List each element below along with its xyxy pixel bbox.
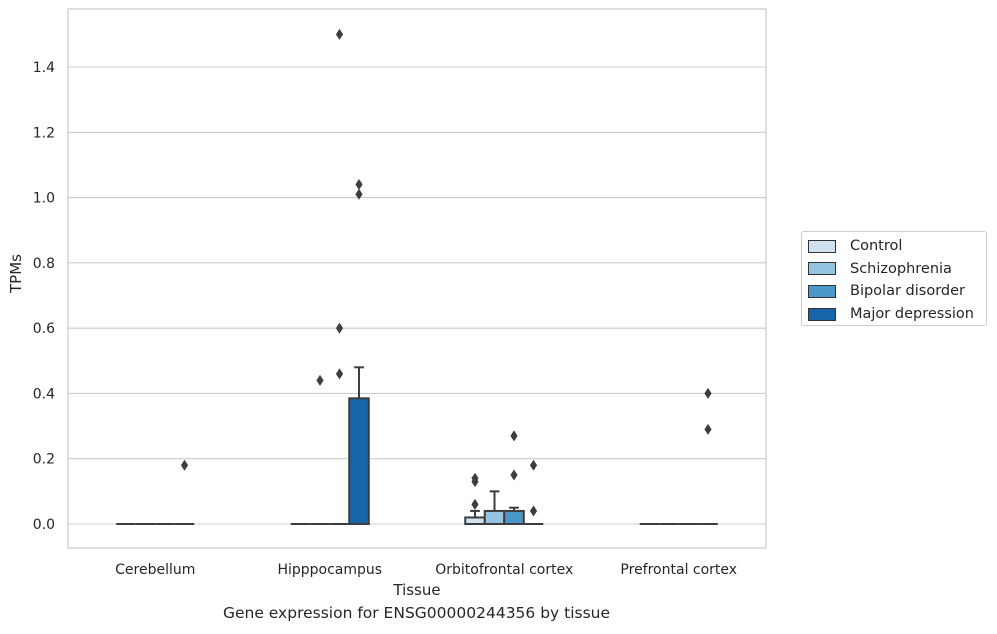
outlier-point [316, 374, 324, 386]
legend-label-bipolar-disorder: Bipolar disorder [850, 283, 965, 300]
box-rect [503, 509, 525, 526]
outlier-point [471, 472, 479, 484]
y-tick-label: 1.0 [33, 191, 55, 207]
x-tick-label: Hipppocampus [277, 562, 382, 578]
legend-item-major-depression: Major depression [808, 303, 986, 326]
grid-lines [68, 66, 766, 525]
legend-label-control: Control [850, 238, 903, 255]
outlier-point [510, 430, 518, 442]
x-tick-labels: Cerebellum Hipppocampus Orbitofrontal cort… [115, 562, 737, 578]
box-rect [348, 397, 370, 526]
legend-swatch-schizophrenia [808, 262, 836, 276]
outlier-point [335, 368, 344, 380]
y-tick-label: 0.8 [33, 256, 55, 272]
legend-label-major-depression: Major depression [850, 306, 974, 323]
legend-item-control: Control [808, 235, 986, 258]
outlier-point [335, 322, 344, 334]
legend-swatch-control [808, 239, 836, 253]
x-tick-label: Cerebellum [115, 562, 195, 578]
outlier-point [335, 28, 344, 40]
outlier-point [704, 387, 712, 399]
box-plot-marks [116, 28, 718, 526]
y-axis-label: TPMs [7, 254, 25, 294]
outlier-point [355, 188, 363, 200]
y-tick-label: 1.4 [33, 60, 55, 76]
legend-item-bipolar-disorder: Bipolar disorder [808, 280, 986, 303]
outlier-point [355, 179, 363, 191]
legend-item-schizophrenia: Schizophrenia [808, 258, 986, 281]
outlier-point [471, 498, 479, 510]
x-axis-label: Tissue [392, 581, 440, 599]
y-tick-label: 0.0 [33, 517, 55, 533]
legend-swatch-bipolar-disorder [808, 284, 836, 298]
outlier-point [529, 459, 538, 471]
y-tick-label: 0.6 [33, 321, 55, 337]
outlier-point [529, 505, 538, 517]
outlier-point [180, 459, 189, 471]
y-tick-label: 0.2 [33, 452, 55, 468]
outlier-point [704, 423, 712, 435]
figure-caption: Gene expression for ENSG00000244356 by t… [222, 604, 611, 622]
legend-swatch-major-depression [808, 307, 836, 321]
outlier-point [510, 469, 518, 481]
x-tick-label: Prefrontal cortex [620, 562, 737, 578]
y-tick-label: 0.4 [33, 386, 55, 402]
y-tick-label: 1.2 [33, 125, 55, 141]
box-rect [483, 509, 506, 526]
x-tick-label: Orbitofrontal cortex [435, 562, 573, 578]
y-tick-labels: 0.0 0.2 0.4 0.6 0.8 1.0 1.2 1.4 [33, 60, 55, 533]
legend-label-schizophrenia: Schizophrenia [850, 260, 952, 277]
legend: Control Schizophrenia Bipolar disorder M… [801, 231, 987, 326]
plot-frame [67, 8, 767, 549]
